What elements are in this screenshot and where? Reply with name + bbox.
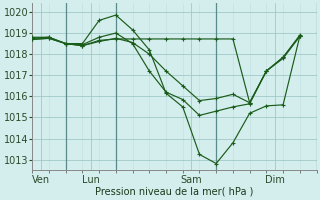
X-axis label: Pression niveau de la mer( hPa ): Pression niveau de la mer( hPa ) xyxy=(95,187,253,197)
